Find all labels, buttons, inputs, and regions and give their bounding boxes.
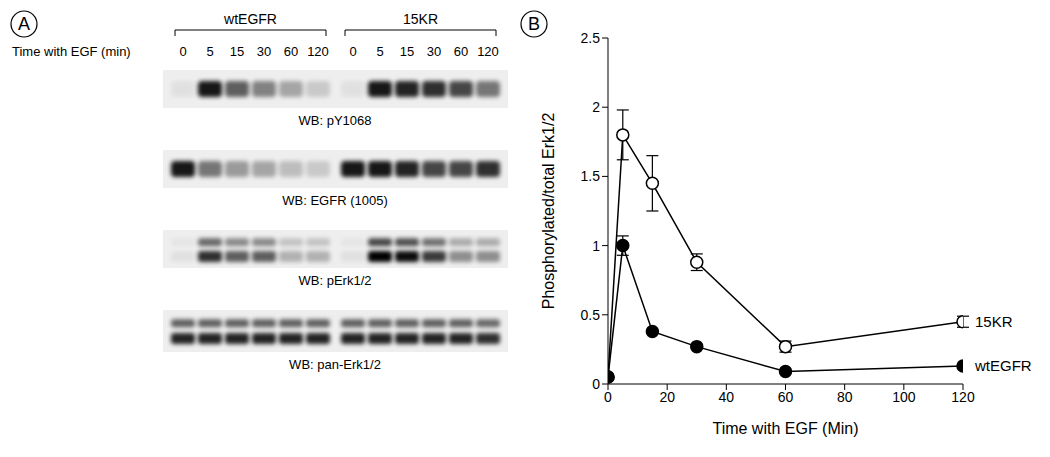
svg-text:40: 40	[719, 389, 735, 405]
svg-text:2: 2	[592, 99, 600, 115]
svg-text:60: 60	[284, 44, 298, 59]
svg-text:120: 120	[951, 389, 975, 405]
svg-text:WB: pY1068: WB: pY1068	[299, 113, 372, 128]
svg-text:0: 0	[179, 44, 186, 59]
svg-text:0: 0	[592, 376, 600, 392]
svg-text:wtEGFR: wtEGFR	[974, 357, 1032, 374]
svg-text:wtEGFR: wtEGFR	[223, 11, 277, 27]
svg-text:60: 60	[454, 44, 468, 59]
svg-text:30: 30	[257, 44, 271, 59]
svg-text:0.5: 0.5	[581, 307, 601, 323]
svg-text:2.5: 2.5	[581, 30, 601, 46]
svg-text:80: 80	[837, 389, 853, 405]
svg-text:B: B	[528, 14, 540, 34]
svg-text:20: 20	[659, 389, 675, 405]
svg-text:Time with EGF (Min): Time with EGF (Min)	[712, 420, 858, 437]
svg-text:WB: pan-Erk1/2: WB: pan-Erk1/2	[289, 357, 381, 372]
svg-text:15: 15	[400, 44, 414, 59]
svg-text:1.5: 1.5	[581, 168, 601, 184]
svg-text:5: 5	[376, 44, 383, 59]
svg-text:0: 0	[349, 44, 356, 59]
svg-text:A: A	[18, 14, 30, 34]
svg-text:15KR: 15KR	[975, 313, 1013, 330]
svg-text:60: 60	[778, 389, 794, 405]
svg-text:1: 1	[592, 238, 600, 254]
svg-text:120: 120	[477, 44, 499, 59]
svg-text:Time with EGF (min): Time with EGF (min)	[12, 44, 131, 59]
svg-text:120: 120	[307, 44, 329, 59]
svg-text:30: 30	[427, 44, 441, 59]
svg-text:100: 100	[892, 389, 916, 405]
svg-text:15KR: 15KR	[403, 11, 438, 27]
svg-text:0: 0	[604, 389, 612, 405]
svg-text:WB: pErk1/2: WB: pErk1/2	[299, 273, 372, 288]
svg-text:WB: EGFR (1005): WB: EGFR (1005)	[282, 193, 387, 208]
svg-text:Phosphorylated/total Erk1/2: Phosphorylated/total Erk1/2	[540, 113, 557, 310]
svg-text:15: 15	[230, 44, 244, 59]
svg-text:5: 5	[206, 44, 213, 59]
